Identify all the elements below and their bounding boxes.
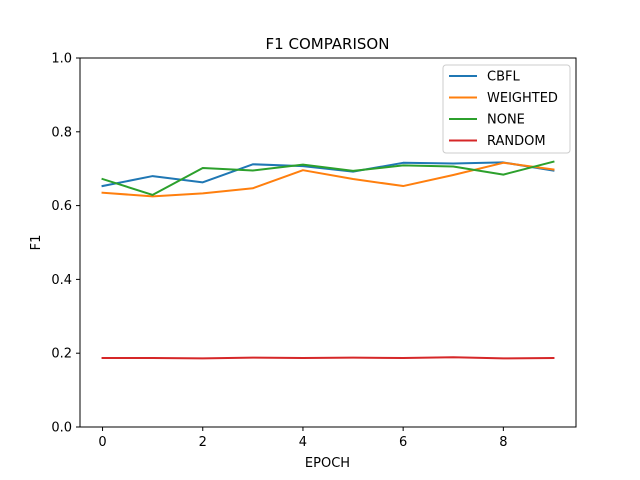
x-tick-label: 4 xyxy=(299,435,307,450)
plot-area xyxy=(101,160,555,360)
legend-box xyxy=(442,64,571,154)
axis-ticks: 0 2 4 6 8 0.0 0.2 0.4 0.6 0.8 1.0 xyxy=(51,52,507,451)
series-line-random xyxy=(101,356,555,360)
chart-title: F1 COMPARISON xyxy=(266,35,390,53)
y-axis-label: F1 xyxy=(29,235,44,251)
series-line-cbfl xyxy=(101,161,555,188)
x-tick-label: 8 xyxy=(499,435,507,450)
x-tick-label: 2 xyxy=(199,435,207,450)
x-tick-label: 0 xyxy=(98,435,106,450)
legend-label-random: RANDOM xyxy=(487,134,546,149)
y-tick-label: 0.6 xyxy=(51,199,72,214)
legend-label-weighted: WEIGHTED xyxy=(487,91,558,106)
series-line-none xyxy=(101,160,555,196)
y-tick-label: 0.0 xyxy=(51,421,72,436)
x-axis-label: EPOCH xyxy=(305,456,350,471)
legend-label-cbfl: CBFL xyxy=(487,70,520,85)
y-tick-label: 0.4 xyxy=(51,273,72,288)
legend: CBFL WEIGHTED NONE RANDOM xyxy=(442,64,571,154)
legend-label-none: NONE xyxy=(487,113,525,128)
series-line-weighted xyxy=(101,161,555,198)
y-tick-label: 0.8 xyxy=(51,125,72,140)
x-tick-label: 6 xyxy=(399,435,407,450)
axes-frame xyxy=(79,57,577,428)
y-tick-label: 1.0 xyxy=(51,52,72,67)
y-tick-label: 0.2 xyxy=(51,347,72,362)
